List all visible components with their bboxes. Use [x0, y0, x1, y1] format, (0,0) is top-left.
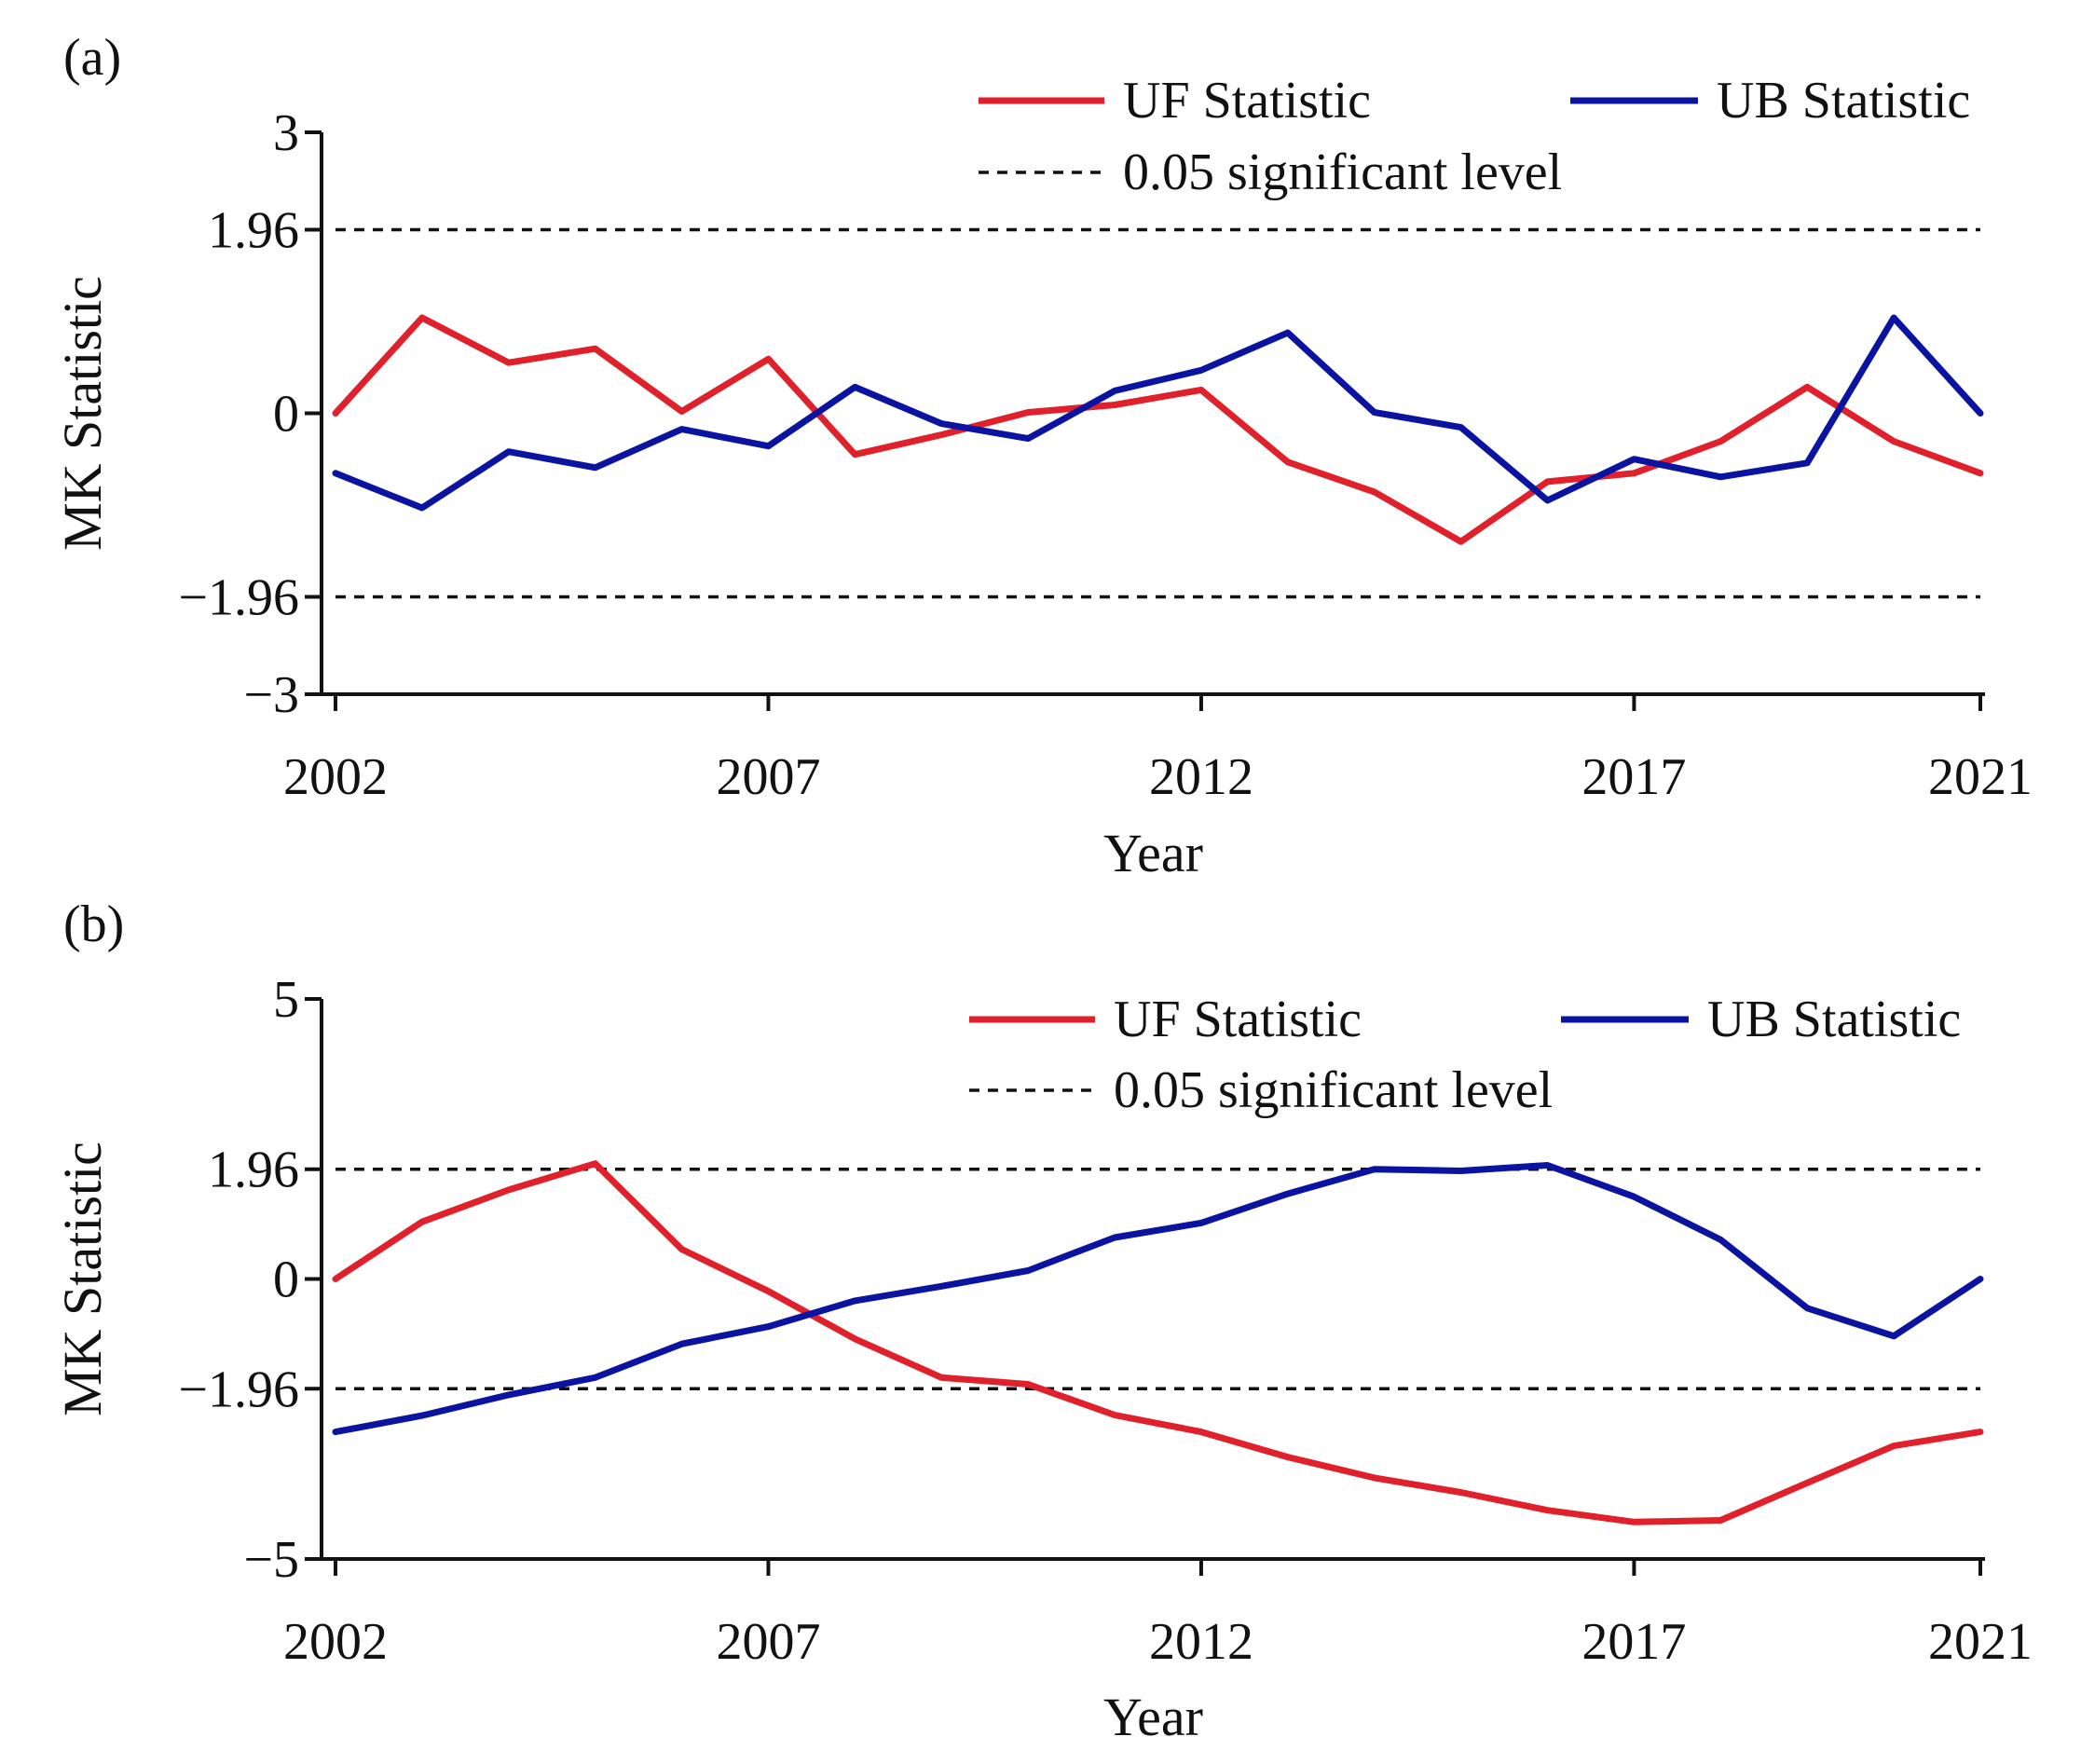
y-tick-label: −1.96: [178, 1361, 299, 1418]
x-tick-label: 2002: [283, 1613, 388, 1671]
uf-series-line: [332, 1160, 1984, 1525]
ub-series-line: [332, 1162, 1984, 1436]
x-tick-label: 2002: [283, 748, 388, 806]
y-axis-title: MK Statistic: [52, 1142, 113, 1416]
x-axis-title: Year: [1103, 823, 1203, 883]
legend-ub-label: UB Statistic: [1717, 72, 1970, 130]
legend-significance-label: 0.05 significant level: [1114, 1061, 1553, 1119]
y-tick-label: 0: [273, 1251, 299, 1309]
x-tick-label: 2017: [1581, 748, 1686, 806]
y-tick-label: −3: [243, 666, 299, 724]
x-tick-label: 2007: [716, 1613, 820, 1671]
y-tick-label: 0: [273, 386, 299, 444]
panel-label: (b): [63, 896, 124, 953]
legend-significance-label: 0.05 significant level: [1123, 144, 1562, 201]
y-tick-label: −1.96: [178, 568, 299, 626]
x-tick-label: 2012: [1149, 748, 1253, 806]
x-tick-label: 2021: [1928, 748, 2033, 806]
panel-a: (a) 3 1.96 0 −1.96 −3 2002 2007 2012 2017 2021 Year…: [52, 29, 2033, 883]
y-tick-label: 3: [273, 104, 299, 162]
x-tick-label: 2007: [716, 748, 820, 806]
y-axis-title: MK Statistic: [52, 276, 113, 551]
ub-series-line: [332, 314, 1984, 512]
x-axis-title: Year: [1103, 1687, 1203, 1747]
y-tick-label: −5: [243, 1531, 299, 1589]
panel-b: (b) 5 1.96 0 −1.96 −5 2002 2007 2012 2017 2021 Year…: [52, 896, 2033, 1747]
y-tick-label: 1.96: [208, 1142, 299, 1199]
x-tick-label: 2017: [1581, 1613, 1686, 1671]
uf-series-line: [332, 314, 1984, 545]
legend-uf-label: UF Statistic: [1114, 991, 1362, 1048]
y-tick-label: 1.96: [208, 202, 299, 260]
x-tick-label: 2021: [1928, 1613, 2033, 1671]
panel-label: (a): [63, 29, 121, 87]
y-tick-label: 5: [273, 971, 299, 1029]
x-tick-label: 2012: [1149, 1613, 1253, 1671]
legend-ub-label: UB Statistic: [1707, 991, 1961, 1048]
legend-uf-label: UF Statistic: [1123, 72, 1371, 130]
